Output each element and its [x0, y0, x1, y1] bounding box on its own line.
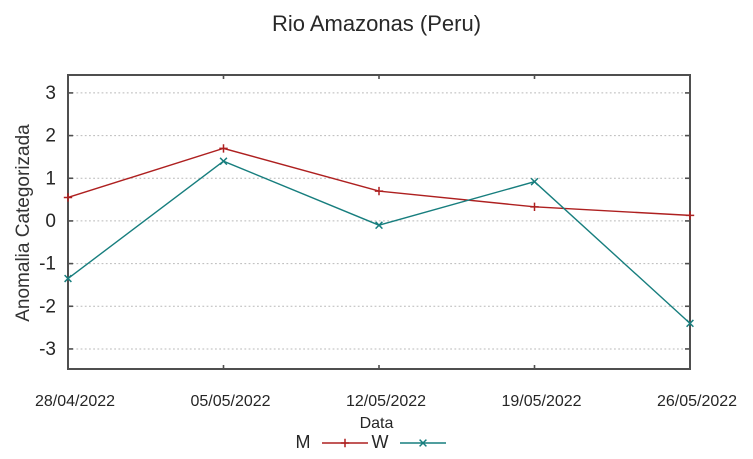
- legend-sample-W: [399, 439, 446, 447]
- y-tick-label: 0: [45, 211, 56, 232]
- y-tick-label: -3: [39, 339, 56, 360]
- x-axis-label: Data: [359, 415, 394, 432]
- y-tick-label: 3: [45, 83, 56, 104]
- legend-sample-marker-cross-icon: [418, 439, 427, 447]
- x-tick-label: 05/05/2022: [190, 393, 270, 410]
- x-tick-label: 12/05/2022: [346, 393, 426, 410]
- legend-label-M: M: [295, 432, 311, 452]
- x-tick-label: 26/05/2022: [657, 393, 737, 410]
- series-marker-W: [530, 177, 539, 186]
- x-tick-label: 28/04/2022: [35, 393, 115, 410]
- series-marker-M: [530, 202, 539, 212]
- chart-title: Rio Amazonas (Peru): [271, 11, 482, 36]
- y-tick-label: 2: [45, 126, 56, 147]
- legend-sample-marker-plus-icon: [340, 438, 349, 448]
- series-marker-W: [219, 157, 228, 166]
- series-marker-M: [374, 186, 384, 196]
- series-marker-M: [63, 193, 73, 202]
- series-line-W: [67, 160, 691, 324]
- y-tick-label: 1: [45, 168, 56, 189]
- series-marker-M: [219, 144, 228, 153]
- plot-border: [67, 74, 691, 370]
- legend-label-W: W: [371, 432, 389, 452]
- x-tick-label: 19/05/2022: [501, 393, 581, 410]
- series-marker-M: [685, 211, 695, 220]
- legend-sample-M: [321, 438, 368, 448]
- y-tick-label: -1: [39, 254, 56, 275]
- y-tick-label: -2: [39, 296, 56, 317]
- series-marker-W: [375, 221, 383, 230]
- series-line-M: [67, 147, 691, 217]
- series-marker-W: [686, 319, 694, 328]
- series-marker-W: [64, 274, 72, 283]
